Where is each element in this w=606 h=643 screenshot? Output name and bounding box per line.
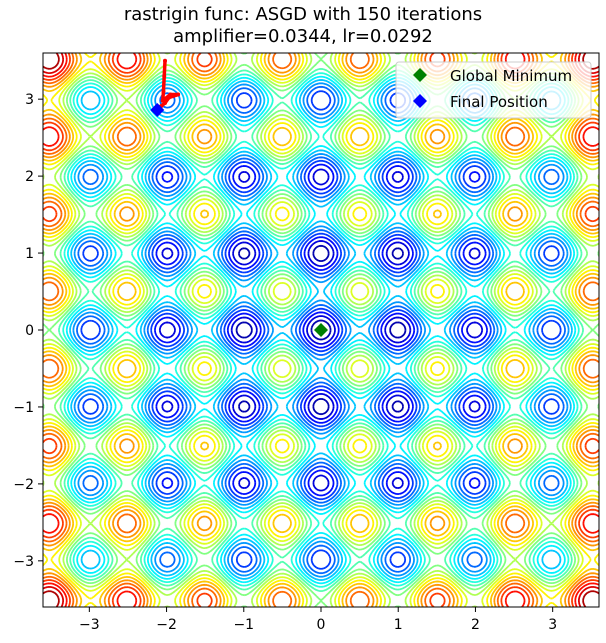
- chart-subtitle: amplifier=0.0344, lr=0.0292: [173, 26, 433, 47]
- path-point: [176, 92, 181, 97]
- x-tick-label: 1: [394, 617, 403, 633]
- y-tick-label: −1: [13, 400, 34, 416]
- x-tick-label: −3: [79, 617, 100, 633]
- markers-layer: [150, 102, 328, 337]
- path-point: [161, 89, 166, 94]
- final-position-marker: [150, 102, 165, 117]
- y-tick-label: −3: [13, 554, 34, 570]
- path-point: [166, 95, 171, 100]
- x-tick-label: 3: [548, 617, 557, 633]
- optimization-path: [155, 58, 180, 112]
- contour-level-8: [65, 75, 577, 585]
- legend-final-position-label: Final Position: [450, 93, 548, 111]
- legend-box: [395, 61, 592, 119]
- path-point: [168, 92, 173, 97]
- contour-level-17: [43, 53, 599, 607]
- axis-ticks: −3 −2 −1 0 1 2 3 −3 −2 −1 0 1 2 3: [13, 92, 557, 633]
- y-tick-label: 2: [25, 169, 34, 185]
- legend-global-minimum-label: Global Minimum: [450, 67, 572, 85]
- x-tick-label: −1: [233, 617, 254, 633]
- chart-title: rastrigin func: ASGD with 150 iterations: [123, 4, 483, 25]
- contour-level-4: [80, 90, 562, 570]
- legend-final-position-marker: [413, 94, 427, 108]
- contour-level-9: [62, 72, 580, 588]
- optimization-path-layer: [155, 58, 181, 112]
- path-point: [163, 101, 168, 106]
- y-tick-label: 0: [25, 323, 34, 339]
- path-point: [163, 58, 168, 63]
- y-tick-label: 3: [25, 92, 34, 108]
- contour-level-1: [235, 244, 407, 416]
- contour-level-2: [158, 168, 484, 492]
- contour-level-14: [43, 53, 599, 607]
- y-tick-label: −2: [13, 477, 34, 493]
- x-tick-label: −2: [156, 617, 177, 633]
- y-tick-label: 1: [25, 246, 34, 262]
- legend-global-minimum-marker: [413, 68, 427, 82]
- contour-level-7: [69, 79, 573, 581]
- contour-level-5: [76, 85, 566, 575]
- path-point: [162, 74, 167, 79]
- contour-level-6: [72, 82, 570, 578]
- contour-level-3: [154, 163, 488, 497]
- global-minimum-marker: [314, 323, 328, 337]
- x-tick-label: 0: [317, 617, 326, 633]
- legend: Global Minimum Final Position: [395, 61, 592, 119]
- x-tick-label: 2: [471, 617, 480, 633]
- contour-level-10: [58, 67, 584, 593]
